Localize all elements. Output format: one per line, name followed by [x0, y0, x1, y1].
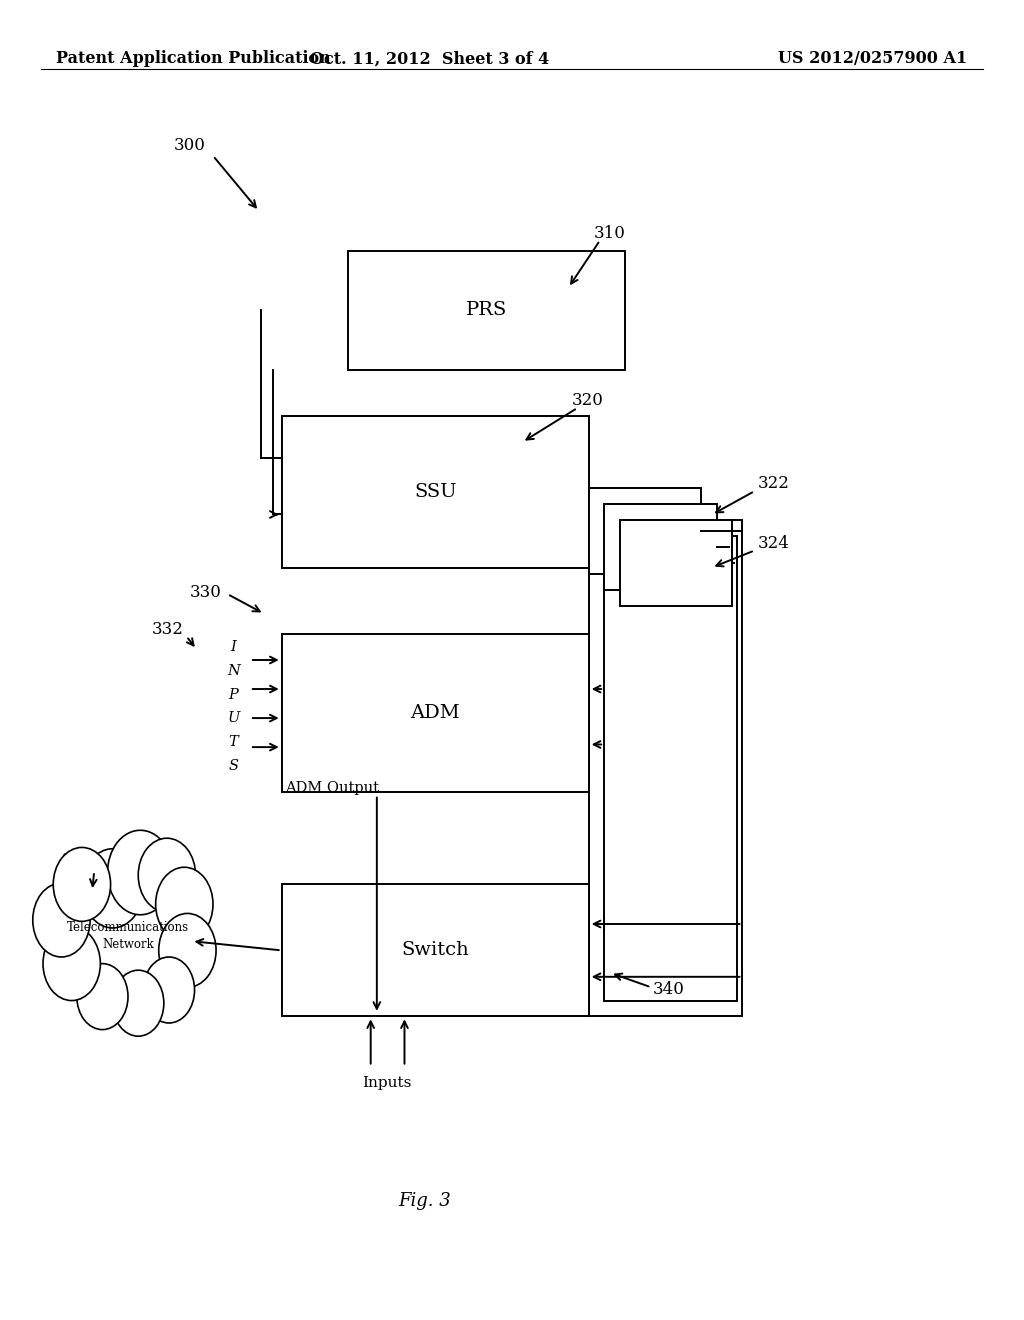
Circle shape: [156, 867, 213, 941]
Text: PRS: PRS: [466, 301, 507, 319]
Text: 324: 324: [758, 535, 790, 552]
Bar: [604, 504, 717, 590]
Text: Oct. 11, 2012  Sheet 3 of 4: Oct. 11, 2012 Sheet 3 of 4: [310, 50, 550, 67]
Text: 310: 310: [594, 224, 626, 242]
Text: 300: 300: [174, 137, 206, 153]
Circle shape: [113, 970, 164, 1036]
Circle shape: [43, 927, 100, 1001]
Bar: [589, 520, 742, 1016]
Circle shape: [53, 847, 111, 921]
Circle shape: [82, 849, 143, 928]
Text: I: I: [230, 640, 237, 655]
Circle shape: [138, 838, 196, 912]
Text: 332: 332: [152, 620, 183, 638]
Text: SSU: SSU: [414, 483, 457, 500]
Circle shape: [108, 830, 173, 915]
Text: 330: 330: [189, 583, 221, 601]
Text: 320: 320: [571, 392, 603, 409]
Text: Fig. 3: Fig. 3: [398, 1192, 452, 1210]
Text: Inputs: Inputs: [362, 1076, 412, 1090]
Bar: [282, 634, 589, 792]
Circle shape: [33, 883, 90, 957]
Text: 322: 322: [758, 475, 790, 492]
Bar: [282, 884, 589, 1016]
Text: T: T: [228, 735, 239, 750]
Text: N: N: [227, 664, 240, 678]
Text: 350: 350: [61, 851, 93, 869]
Text: 340: 340: [652, 981, 684, 998]
Circle shape: [77, 964, 128, 1030]
Text: P: P: [228, 688, 239, 702]
Circle shape: [143, 957, 195, 1023]
Text: U: U: [227, 711, 240, 726]
Text: ADM Output: ADM Output: [285, 781, 379, 795]
Text: S: S: [228, 759, 239, 774]
Bar: [604, 536, 737, 1001]
Text: US 2012/0257900 A1: US 2012/0257900 A1: [778, 50, 968, 67]
Bar: [589, 488, 701, 574]
Text: Patent Application Publication: Patent Application Publication: [56, 50, 331, 67]
Text: Telecommunications
Network: Telecommunications Network: [67, 921, 189, 950]
Bar: [282, 416, 589, 568]
Bar: [348, 251, 625, 370]
Circle shape: [159, 913, 216, 987]
Text: Switch: Switch: [401, 941, 469, 960]
Bar: [620, 520, 732, 606]
Text: ADM: ADM: [411, 704, 460, 722]
